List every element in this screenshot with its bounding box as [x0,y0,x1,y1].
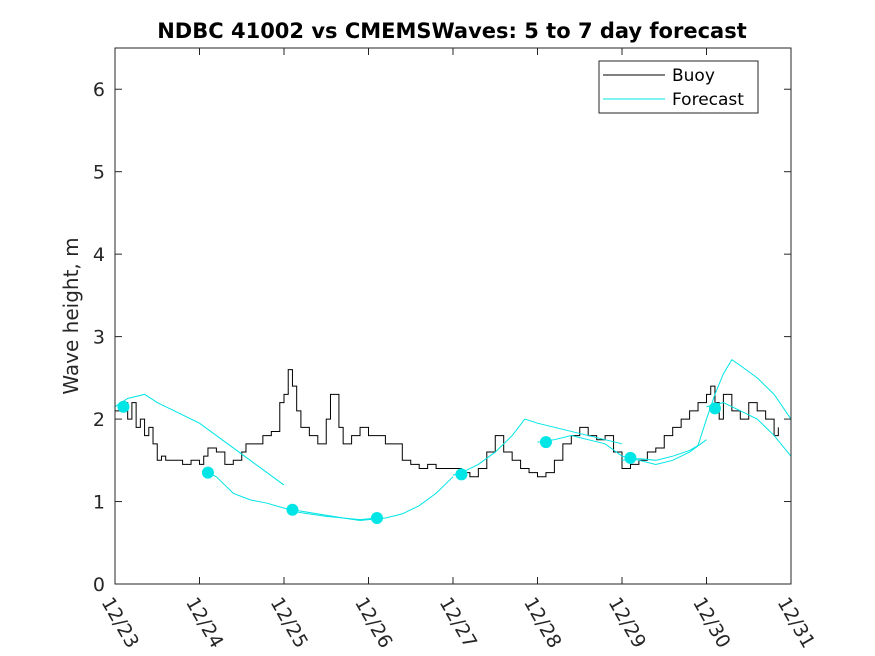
y-tick-label-1: 1 [93,492,105,514]
forecast-marker-2 [286,503,299,516]
y-tick-label-3: 3 [93,327,105,349]
forecast-marker-3 [370,512,383,525]
forecast-segment-0 [114,393,285,486]
forecast-segment-7 [706,402,792,457]
forecast-segment-2 [292,510,377,521]
legend-buoy-label: Buoy [672,66,715,86]
forecast-marker-6 [624,451,637,464]
forecast-marker-5 [539,436,552,449]
y-axis-label: Wave height, m [59,237,83,394]
forecast-marker-4 [455,468,468,481]
forecast-segment-5 [537,435,707,465]
chart-title: NDBC 41002 vs CMEMSWaves: 5 to 7 day for… [157,19,747,43]
legend: Buoy Forecast [598,60,759,114]
forecast-segment-4 [452,418,623,476]
forecast-marker-7 [708,402,721,415]
y-tick-label-6: 6 [93,79,105,101]
y-tick-label-0: 0 [93,574,105,596]
legend-forecast-label: Forecast [672,90,744,110]
forecast-marker-0 [117,400,130,413]
y-tick-label-5: 5 [93,162,105,184]
y-tick-label-2: 2 [93,409,105,431]
series-layer [114,358,792,525]
legend-box [598,60,759,114]
buoy-series-line [115,369,779,478]
forecast-marker-1 [201,466,214,479]
forecast-segment-1 [207,472,293,511]
y-tick-label-4: 4 [93,244,105,266]
plot-area [115,48,791,584]
